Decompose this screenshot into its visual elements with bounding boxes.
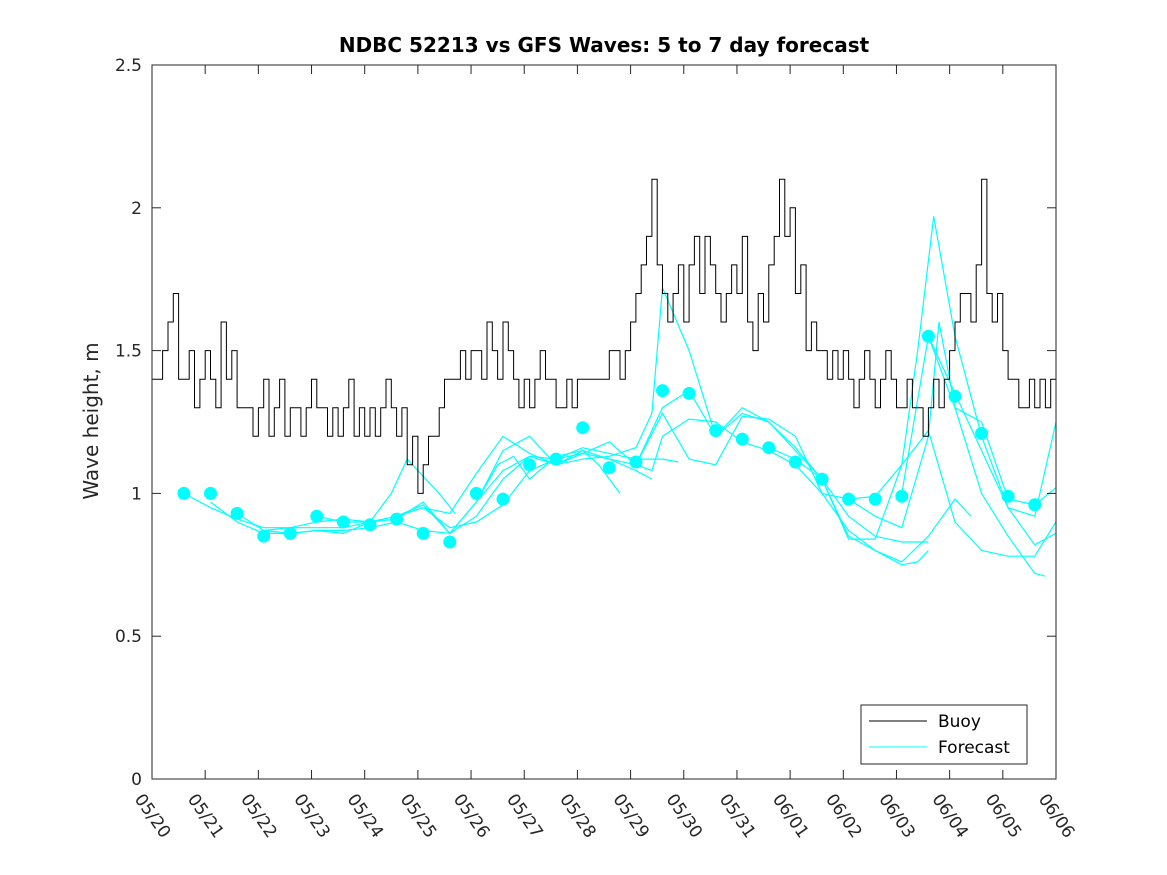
y-tick-label: 0 [131, 770, 142, 790]
plot-area [152, 178, 1057, 577]
forecast-point [1028, 498, 1042, 512]
forecast-point [868, 492, 882, 506]
y-tick-label: 2.5 [115, 56, 142, 76]
forecast-point [656, 384, 669, 398]
forecast-point [443, 535, 457, 549]
forecast-point [948, 389, 962, 403]
forecast-point [576, 421, 590, 435]
forecast-point [762, 441, 776, 455]
forecast-point [363, 518, 377, 532]
legend-box [860, 704, 1028, 765]
forecast-point [735, 432, 749, 446]
forecast-point [895, 489, 909, 503]
y-tick-label: 1 [131, 484, 142, 504]
legend-buoy-label: Buoy [938, 712, 981, 732]
buoy-series-line [152, 178, 1057, 494]
forecast-point [975, 426, 989, 440]
forecast-point [549, 452, 563, 466]
forecast-point [709, 424, 723, 438]
forecast-point [336, 515, 350, 529]
forecast-line-9 [848, 216, 1057, 546]
forecast-point [921, 329, 935, 343]
forecast-point [177, 486, 191, 500]
y-tick-label: 2 [131, 199, 142, 219]
chart-title: NDBC 52213 vs GFS Waves: 5 to 7 day fore… [339, 33, 870, 57]
forecast-point [469, 486, 483, 500]
forecast-point [602, 461, 616, 475]
forecast-point [842, 492, 856, 506]
legend-forecast-label: Forecast [938, 738, 1010, 758]
forecast-point [283, 526, 297, 540]
forecast-point [257, 529, 271, 543]
forecast-point [310, 509, 324, 523]
forecast-point [390, 512, 404, 526]
forecast-point [496, 492, 510, 506]
forecast-line-2 [236, 452, 653, 535]
y-tick-label: 1.5 [115, 342, 142, 362]
forecast-point [204, 486, 217, 500]
forecast-point [230, 506, 244, 520]
legend: Buoy Forecast [860, 704, 1028, 765]
forecast-point [629, 455, 643, 469]
forecast-point [1001, 489, 1015, 503]
forecast-line-5 [396, 389, 929, 566]
y-axis-label: Wave height, m [79, 342, 103, 499]
forecast-point [682, 386, 696, 400]
axes-box [151, 64, 1057, 780]
forecast-point [523, 458, 537, 472]
y-tick-label: 0.5 [115, 627, 142, 647]
forecast-point [815, 472, 829, 486]
forecast-point [416, 526, 430, 540]
forecast-point [788, 455, 802, 469]
